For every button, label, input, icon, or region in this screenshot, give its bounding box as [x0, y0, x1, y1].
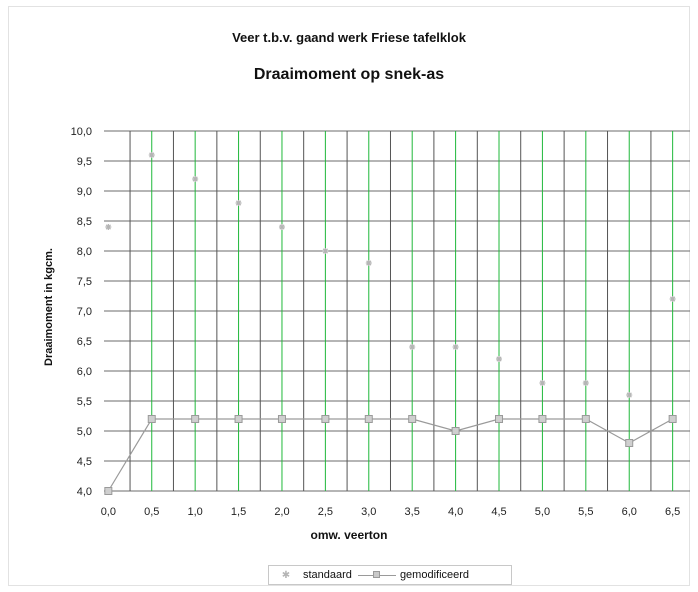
- data-point-gemodificeerd: [277, 415, 286, 423]
- y-tick-label: 8,5: [77, 216, 92, 228]
- data-point-gemodificeerd: [668, 415, 677, 423]
- x-tick-label: 5,5: [578, 506, 593, 518]
- legend-label-gemodificeerd: gemodificeerd: [399, 569, 470, 581]
- legend-item-standaard: ✱ standaard: [269, 569, 352, 581]
- y-tick-label: 9,5: [77, 156, 92, 168]
- legend-marker-standaard: ✱: [281, 569, 291, 581]
- x-tick-label: 1,5: [231, 506, 246, 518]
- data-point-standaard: [669, 296, 676, 302]
- legend-label-standaard: standaard: [303, 569, 352, 581]
- y-tick-label: 6,5: [77, 336, 92, 348]
- data-point-standaard: [582, 380, 589, 386]
- legend-marker-gemodificeerd: [357, 569, 396, 581]
- x-tick-label: 6,5: [665, 506, 680, 518]
- y-tick-label: 6,0: [77, 366, 92, 378]
- data-point-standaard: [148, 152, 155, 158]
- data-point-standaard: [278, 224, 285, 230]
- data-point-standaard: [496, 356, 503, 362]
- x-tick-label: 5,0: [535, 506, 550, 518]
- data-point-standaard: [322, 248, 329, 254]
- y-tick-label: 4,0: [77, 486, 92, 498]
- data-point-standaard: [105, 224, 112, 230]
- data-point-gemodificeerd: [451, 427, 460, 435]
- x-axis-label: omw. veerton: [310, 528, 388, 542]
- data-point-standaard: [626, 392, 633, 398]
- data-point-standaard: [365, 260, 372, 266]
- x-tick-label: 1,0: [188, 506, 203, 518]
- data-point-gemodificeerd: [364, 415, 373, 423]
- data-point-gemodificeerd: [191, 415, 200, 423]
- y-tick-label: 9,0: [77, 186, 92, 198]
- data-point-standaard: [539, 380, 546, 386]
- y-tick-label: 5,5: [77, 396, 92, 408]
- data-point-gemodificeerd: [538, 415, 547, 423]
- data-point-gemodificeerd: [147, 415, 156, 423]
- data-point-gemodificeerd: [234, 415, 243, 423]
- y-tick-label: 5,0: [77, 426, 92, 438]
- legend: ✱ standaard gemodificeerd: [268, 565, 512, 585]
- data-point-standaard: [235, 200, 242, 206]
- x-tick-label: 3,5: [405, 506, 420, 518]
- x-tick-label: 2,0: [274, 506, 289, 518]
- data-point-gemodificeerd: [408, 415, 417, 423]
- y-tick-label: 4,5: [77, 456, 92, 468]
- data-point-standaard: [192, 176, 199, 182]
- x-tick-label: 0,0: [101, 506, 116, 518]
- chart-title: Draaimoment op snek-as: [253, 66, 445, 83]
- x-tick-label: 6,0: [622, 506, 637, 518]
- y-tick-label: 8,0: [77, 246, 92, 258]
- series-line-gemodificeerd: [107, 418, 673, 492]
- x-tick-label: 3,0: [361, 506, 376, 518]
- data-point-standaard: [409, 344, 416, 350]
- chart-frame: [8, 6, 690, 586]
- data-point-gemodificeerd: [321, 415, 330, 423]
- legend-item-gemodificeerd: gemodificeerd: [352, 569, 469, 581]
- y-tick-label: 7,0: [77, 306, 92, 318]
- data-point-gemodificeerd: [625, 439, 634, 447]
- data-point-standaard: [452, 344, 459, 350]
- chart-subtitle: Veer t.b.v. gaand werk Friese tafelklok: [232, 30, 466, 45]
- x-tick-label: 4,5: [491, 506, 506, 518]
- y-tick-label: 7,5: [77, 276, 92, 288]
- data-point-gemodificeerd: [581, 415, 590, 423]
- y-tick-label: 10,0: [71, 126, 92, 138]
- x-tick-label: 4,0: [448, 506, 463, 518]
- data-point-gemodificeerd: [495, 415, 504, 423]
- data-point-gemodificeerd: [104, 487, 113, 495]
- x-tick-label: 2,5: [318, 506, 333, 518]
- x-tick-label: 0,5: [144, 506, 159, 518]
